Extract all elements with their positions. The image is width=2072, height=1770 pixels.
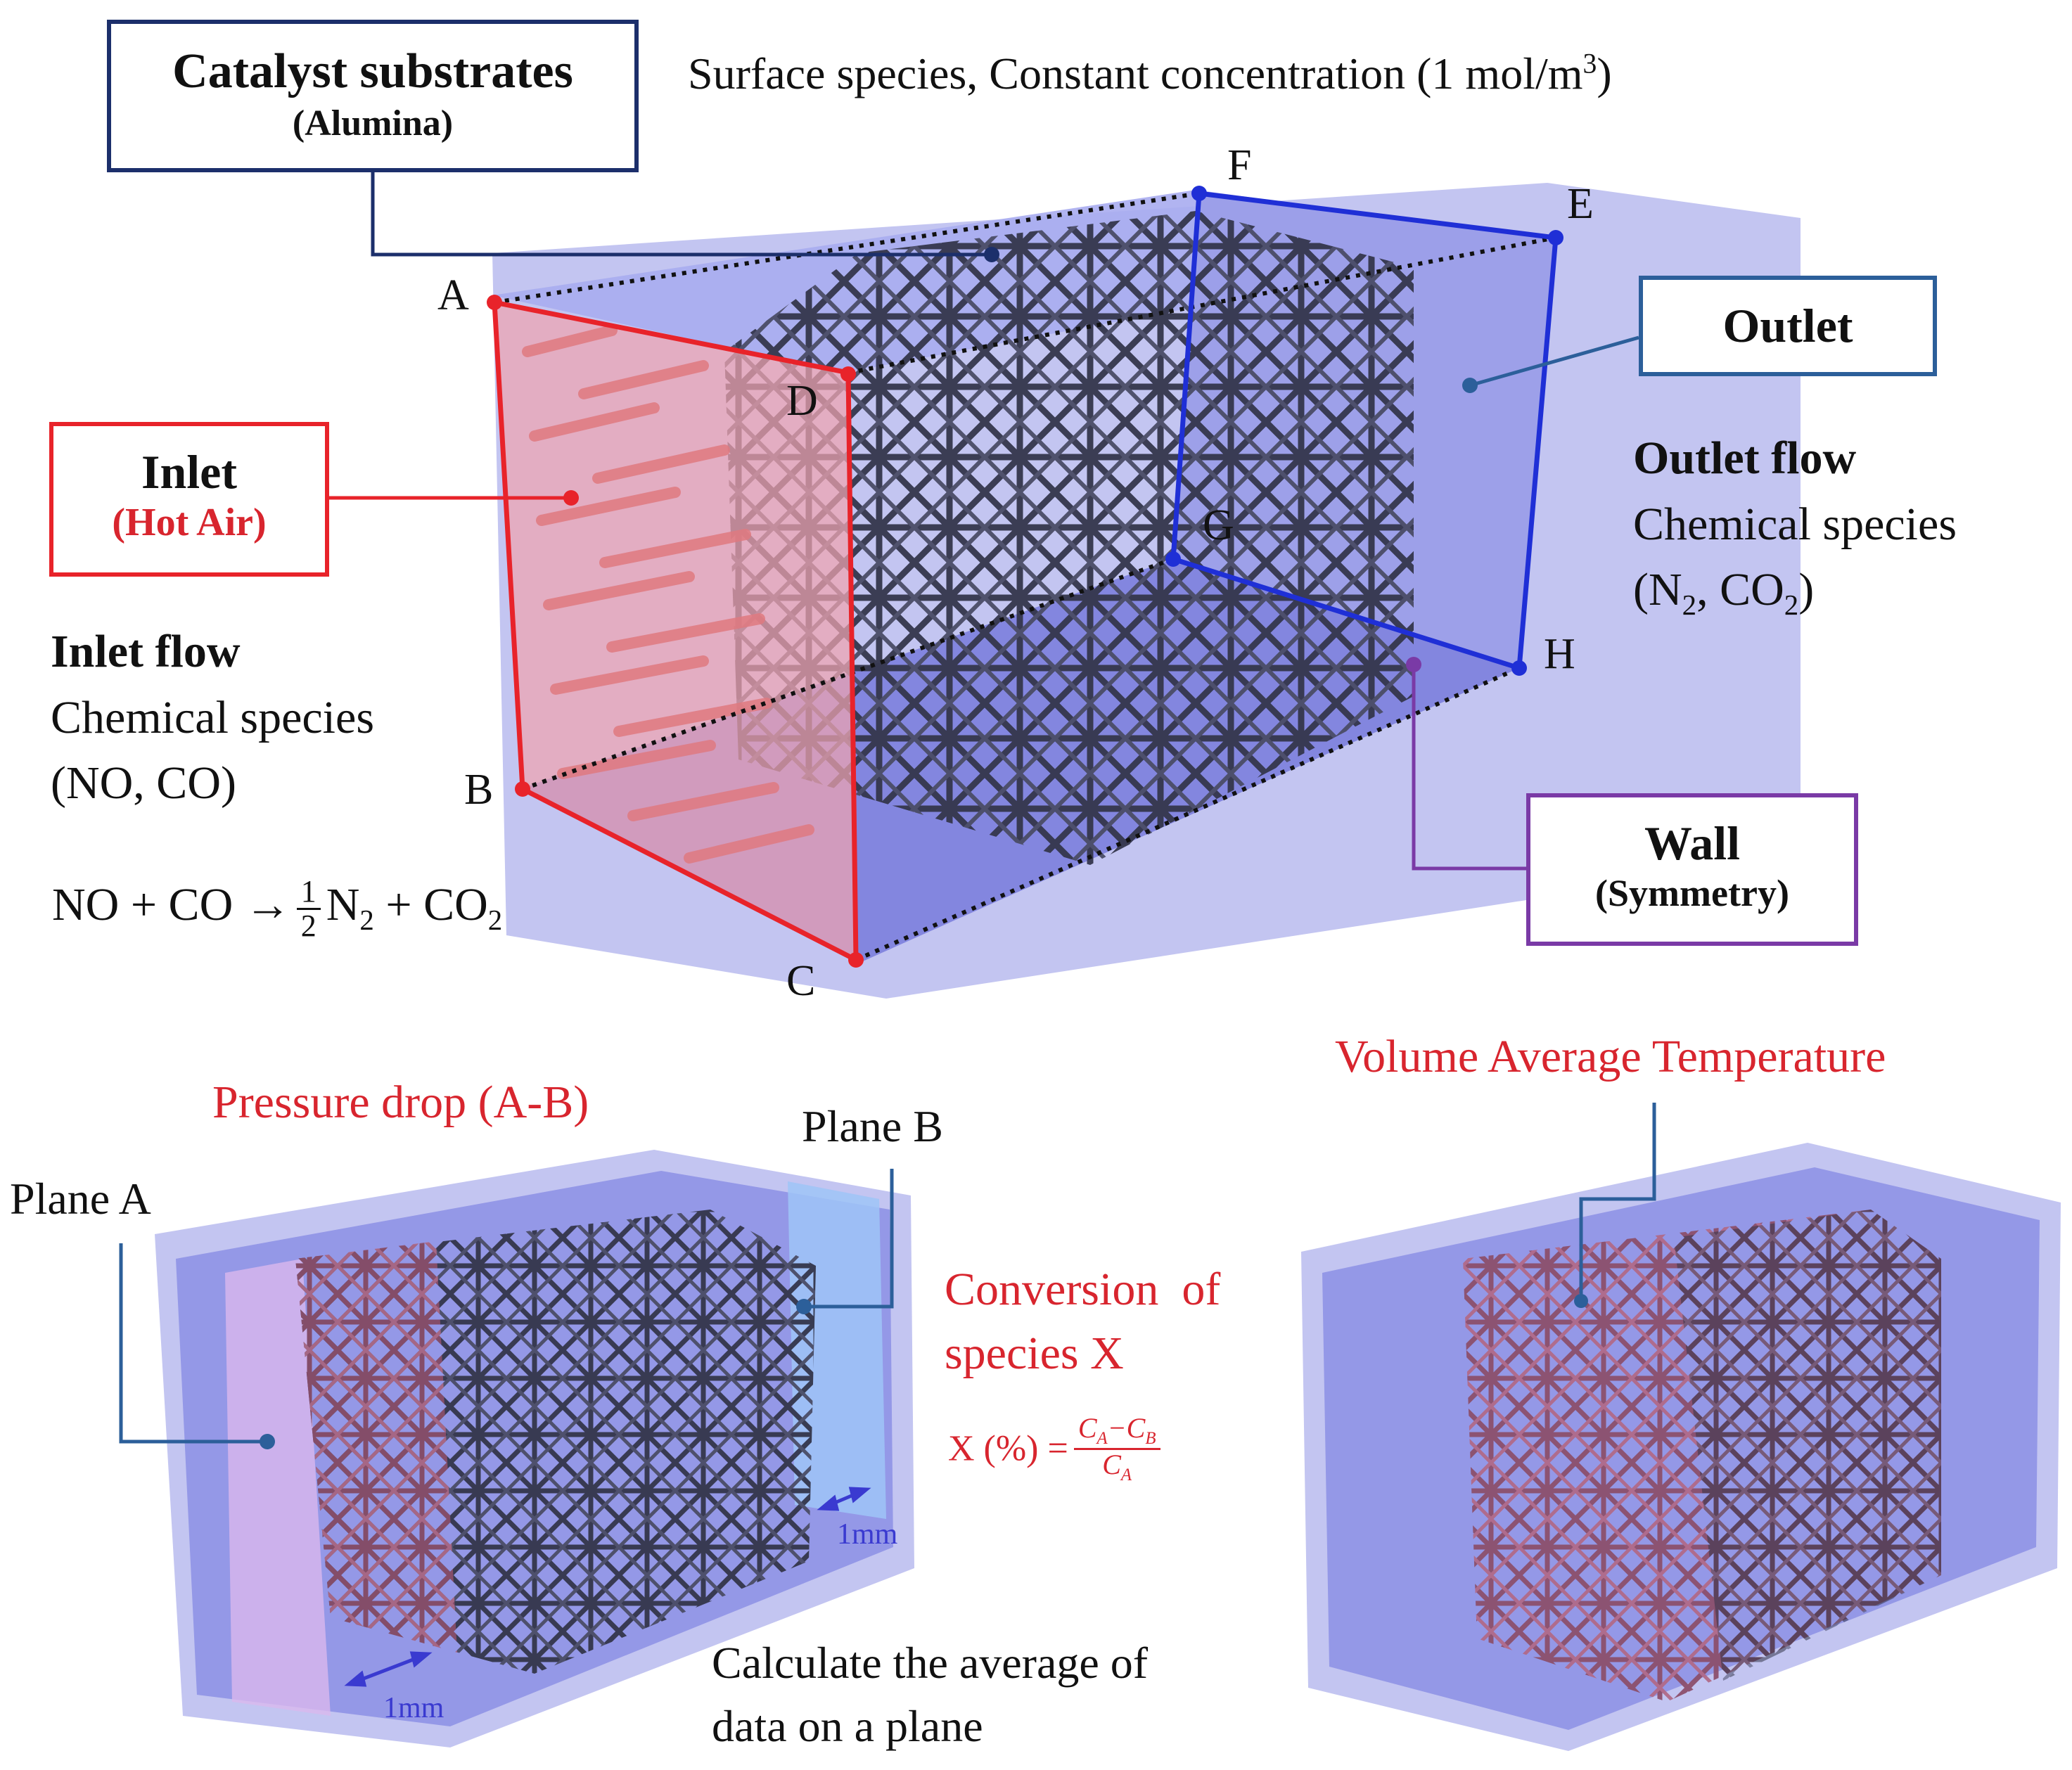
wall-box-title: Wall [1644,816,1741,870]
bottom-left-domain [155,1150,914,1747]
inlet-box: Inlet (Hot Air) [49,422,329,577]
volume-avg-leader-dot [1574,1294,1588,1308]
outlet-box: Outlet [1639,276,1937,376]
catalyst-lattice [724,211,1414,865]
plane-a-label: Plane A [10,1174,151,1224]
pressure-drop-label: Pressure drop (A-B) [212,1077,589,1128]
volume-avg-leader-line [1579,1103,1656,1301]
wall-leader-line [1412,665,1526,871]
plane-a-leader-dot [260,1434,275,1449]
catalyst-leader-dot [984,247,999,262]
inlet-box-subtitle: (Hot Air) [112,501,267,544]
point-label-f: F [1227,141,1252,189]
wall-box: Wall (Symmetry) [1526,793,1858,946]
outlet-leader-line [1469,335,1639,387]
inlet-flow-line1: Chemical species [51,691,375,743]
inlet-flow-heading: Inlet flow [51,626,241,677]
wall-box-subtitle: (Symmetry) [1595,872,1789,914]
catalyst-box-subtitle: (Alumina) [292,103,454,143]
wall-leader-dot [1406,657,1421,672]
inlet-leader-dot [563,490,579,506]
plane-b-leader-line [804,1169,894,1309]
dimension-arrow-2 [344,1651,433,1687]
domain-dotted-edges [494,191,1556,962]
catalyst-box-title: Catalyst substrates [172,44,573,98]
inlet-flow-line2: (NO, CO) [51,757,236,809]
dimension-label-2: 1mm [383,1692,445,1724]
point-label-a: A [437,271,469,319]
catalyst-leader-line [371,172,992,257]
outlet-corner-points [1165,186,1563,676]
point-label-c: C [786,957,816,1005]
point-label-e: E [1567,180,1594,228]
dimension-label-1: 1mm [837,1518,898,1551]
dimension-arrow-1 [817,1487,871,1511]
inlet-corner-points [487,295,864,968]
outlet-flow-line2: (N2, CO2) [1633,564,1815,622]
point-label-d: D [786,377,818,425]
plane-b-leader-dot [796,1299,812,1314]
bottom-right-domain [1301,1143,2061,1751]
outlet-box-title: Outlet [1722,299,1853,352]
conversion-label: Conversion of species X [945,1264,1221,1380]
surface-species-note: Surface species, Constant concentration … [688,48,1612,98]
inlet-flow-block: Inlet flow Chemical species (NO, CO) [51,619,374,816]
volume-average-temperature-label: Volume Average Temperature [1335,1031,1886,1082]
conversion-fraction: CA−CB CA [1073,1413,1160,1484]
inlet-flow-arrows [522,325,814,864]
outlet-flow-line1: Chemical species [1633,498,1957,550]
conversion-formula: X (%) = CA−CB CA [948,1413,1166,1484]
outlet-flow-block: Outlet flow Chemical species (N2, CO2) [1633,425,1957,627]
outlet-flow-heading: Outlet flow [1633,432,1857,484]
point-label-b: B [464,766,494,814]
catalyst-substrates-box: Catalyst substrates (Alumina) [107,20,639,172]
outlet-leader-dot [1462,378,1478,393]
plane-average-note: Calculate the average of data on a plane [712,1638,1149,1751]
plane-b-label: Plane B [802,1101,943,1151]
plane-a-leader-line [119,1243,267,1444]
inlet-box-title: Inlet [141,445,237,499]
point-label-h: H [1544,630,1575,678]
reaction-equation: NO + CO → 1 2 N2 + CO2 [52,874,503,944]
point-label-g: G [1203,501,1234,549]
